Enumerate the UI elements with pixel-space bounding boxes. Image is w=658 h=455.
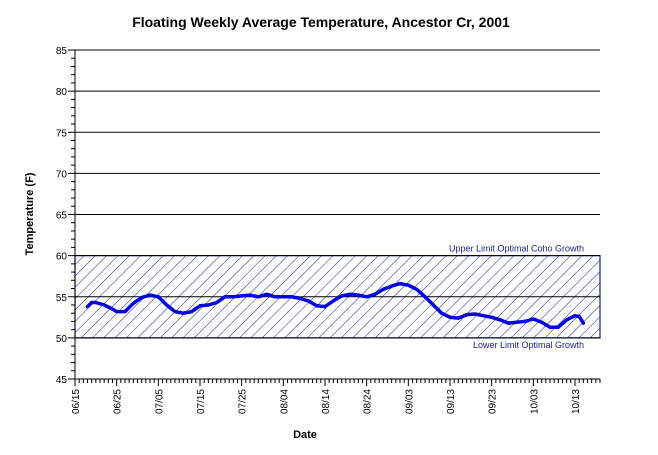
data-point: [94, 300, 98, 305]
data-point: [373, 292, 377, 296]
data-point: [481, 314, 485, 318]
data-point: [523, 319, 527, 324]
x-tick-label-06-15: 06/15: [71, 389, 82, 414]
data-point: [290, 295, 294, 299]
data-point: [431, 303, 435, 307]
data-point: [565, 318, 569, 322]
data-point: [581, 321, 585, 325]
x-axis-title: Date: [293, 429, 317, 441]
data-point: [515, 320, 519, 324]
data-point: [140, 295, 144, 300]
data-point: [306, 299, 310, 303]
data-point: [331, 299, 335, 303]
x-tick-label-07-05: 07/05: [154, 389, 165, 414]
y-tick-label-85: 85: [56, 46, 68, 57]
lower-limit-label: Lower Limit Optimal Growth: [473, 340, 584, 350]
data-point: [165, 303, 169, 307]
x-tick-label-09-13: 09/13: [446, 389, 457, 414]
data-point: [240, 294, 244, 298]
data-point: [381, 287, 385, 291]
data-point: [148, 293, 152, 297]
x-tick-label-06-25: 06/25: [113, 389, 124, 414]
data-point: [223, 295, 227, 299]
data-point: [123, 309, 127, 314]
data-point: [131, 301, 135, 305]
series-layer: [85, 281, 586, 329]
data-point: [256, 295, 260, 299]
y-axis-title: Temperature (F): [24, 172, 36, 255]
data-point: [390, 284, 394, 288]
data-point: [348, 292, 352, 296]
y-tick-label-75: 75: [56, 128, 68, 139]
data-point: [298, 296, 302, 300]
chart-title: Floating Weekly Average Temperature, Anc…: [132, 14, 510, 30]
x-tick-label-08-04: 08/04: [279, 389, 290, 414]
y-tick-label-70: 70: [56, 169, 68, 180]
y-tick-label-60: 60: [56, 252, 68, 263]
data-point: [448, 315, 452, 319]
x-tick-label-07-15: 07/15: [196, 389, 207, 414]
data-point: [281, 295, 285, 299]
data-point: [365, 295, 369, 299]
data-point: [215, 300, 219, 305]
data-point: [315, 304, 319, 308]
data-point: [456, 316, 460, 320]
x-tick-label-10-13: 10/13: [571, 389, 582, 414]
data-point: [548, 325, 552, 329]
data-point: [506, 321, 510, 325]
data-point: [323, 305, 327, 309]
data-point: [90, 300, 94, 305]
grid-lines: [75, 49, 600, 339]
data-point: [110, 307, 115, 311]
data-point: [415, 287, 419, 291]
y-tick-label-80: 80: [56, 87, 68, 98]
data-point: [173, 309, 177, 314]
data-point: [577, 314, 581, 319]
data-point: [498, 318, 502, 322]
data-point: [423, 295, 427, 299]
axes: 45 50 55 60 65 70 75 80 85 06/15 06/25 07/05 07/15 07…: [56, 46, 601, 414]
data-point: [190, 309, 194, 314]
data-point: [573, 314, 577, 318]
data-point: [85, 305, 90, 309]
data-point: [556, 325, 560, 329]
x-tick-label-08-14: 08/14: [321, 389, 332, 414]
data-point: [115, 309, 119, 314]
data-point: [465, 313, 469, 317]
data-point: [248, 293, 252, 297]
y-tick-label-45: 45: [56, 375, 68, 386]
y-tick-label-50: 50: [56, 334, 68, 345]
data-point: [206, 303, 210, 307]
data-point: [340, 294, 344, 298]
upper-limit-label: Upper Limit Optimal Coho Growth: [449, 244, 584, 254]
y-tick-label-55: 55: [56, 293, 68, 304]
data-point: [156, 295, 160, 299]
x-tick-label-08-24: 08/24: [363, 389, 374, 414]
y-tick-label-65: 65: [56, 211, 68, 222]
x-tick-label-07-25: 07/25: [238, 389, 249, 414]
data-point: [531, 317, 535, 321]
data-point: [231, 295, 235, 299]
data-point: [398, 281, 402, 286]
x-tick-label-09-23: 09/23: [488, 389, 499, 414]
x-tick-label-09-03: 09/03: [404, 389, 415, 414]
data-point: [273, 295, 277, 299]
data-point: [406, 283, 410, 287]
data-point: [102, 303, 106, 307]
data-point: [265, 292, 269, 296]
data-point: [473, 312, 477, 316]
data-point: [540, 320, 544, 324]
data-point: [356, 293, 360, 297]
x-tick-label-10-03: 10/03: [529, 389, 540, 414]
data-point: [181, 311, 185, 315]
data-point: [490, 315, 494, 319]
data-point: [198, 304, 202, 308]
data-point: [440, 311, 444, 315]
